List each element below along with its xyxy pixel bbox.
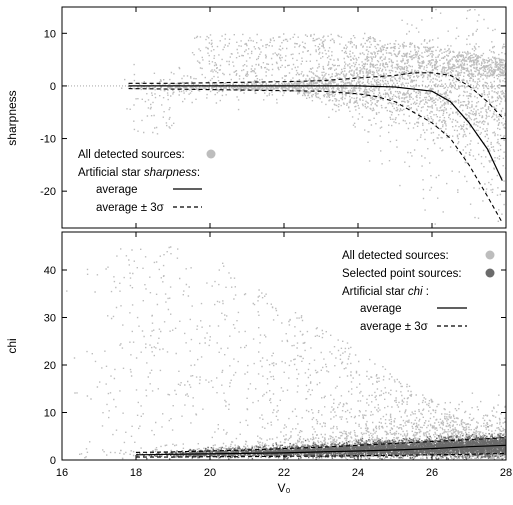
bottom-x-tick-label: 28: [500, 467, 512, 479]
bottom-series-average: [135, 444, 506, 456]
bottom-x-tick-label: 22: [278, 467, 290, 479]
bottom-selected-points: [136, 426, 506, 460]
tick-labels: 16 18 20 22 24 26 28 10 0 -10 -20 0 10 20 30 40: [40, 28, 512, 479]
bottom-x-tick-label: 24: [352, 467, 364, 479]
bottom-legend-selected-label: Selected point sources:: [342, 268, 462, 280]
top-series-lower-band: [128, 88, 503, 223]
bottom-series-lines: [135, 437, 506, 458]
bottom-series-upper-band: [135, 437, 506, 453]
top-y-tick-label: 0: [50, 81, 56, 93]
bottom-x-tick-label: 16: [56, 467, 68, 479]
bottom-y-axis-label: chi: [5, 338, 19, 353]
top-legend-average-label: average: [96, 184, 138, 196]
top-series-lines: [128, 72, 503, 223]
bottom-x-tick-label: 26: [426, 467, 438, 479]
bottom-legend-detected-swatch: [485, 250, 495, 260]
bottom-y-tick-label: 30: [44, 313, 56, 325]
top-y-axis-label: sharpness: [5, 90, 19, 145]
bottom-series-lower-band: [136, 452, 506, 458]
bottom-legend-detected-label: All detected sources:: [342, 250, 449, 262]
bottom-y-tick-label: 0: [50, 455, 56, 467]
axis-ticks: [61, 7, 507, 461]
top-series-upper-band: [128, 72, 503, 118]
top-y-tick-label: -10: [40, 134, 56, 146]
top-legend: All detected sources: Artificial star sh…: [78, 149, 216, 214]
top-y-tick-label: -20: [40, 186, 56, 198]
top-legend-detected-label: All detected sources:: [78, 149, 185, 161]
bottom-legend-band-label: average ± 3σ: [360, 321, 428, 333]
bottom-legend-background: [338, 243, 502, 337]
bottom-x-tick-label: 18: [130, 467, 142, 479]
top-y-tick-label: 10: [44, 28, 56, 40]
bottom-y-tick-label: 20: [44, 360, 56, 372]
top-legend-artificial-label: Artificial star sharpness:: [78, 167, 200, 179]
top-legend-band-label: average ± 3σ: [96, 202, 164, 214]
bottom-x-tick-label: 20: [204, 467, 216, 479]
top-legend-detected-swatch: [206, 149, 216, 159]
bottom-selected-sources: [136, 426, 506, 460]
bottom-y-tick-label: 10: [44, 408, 56, 420]
bottom-legend-selected-swatch: [485, 268, 495, 278]
bottom-legend: All detected sources: Selected point sou…: [342, 250, 495, 333]
bottom-legend-average-label: average: [360, 303, 402, 315]
top-series-average: [128, 85, 503, 181]
bottom-y-tick-label: 40: [44, 265, 56, 277]
bottom-legend-artificial-label: Artificial star chi :: [342, 286, 429, 298]
bottom-x-axis-label: V₀: [278, 481, 291, 495]
